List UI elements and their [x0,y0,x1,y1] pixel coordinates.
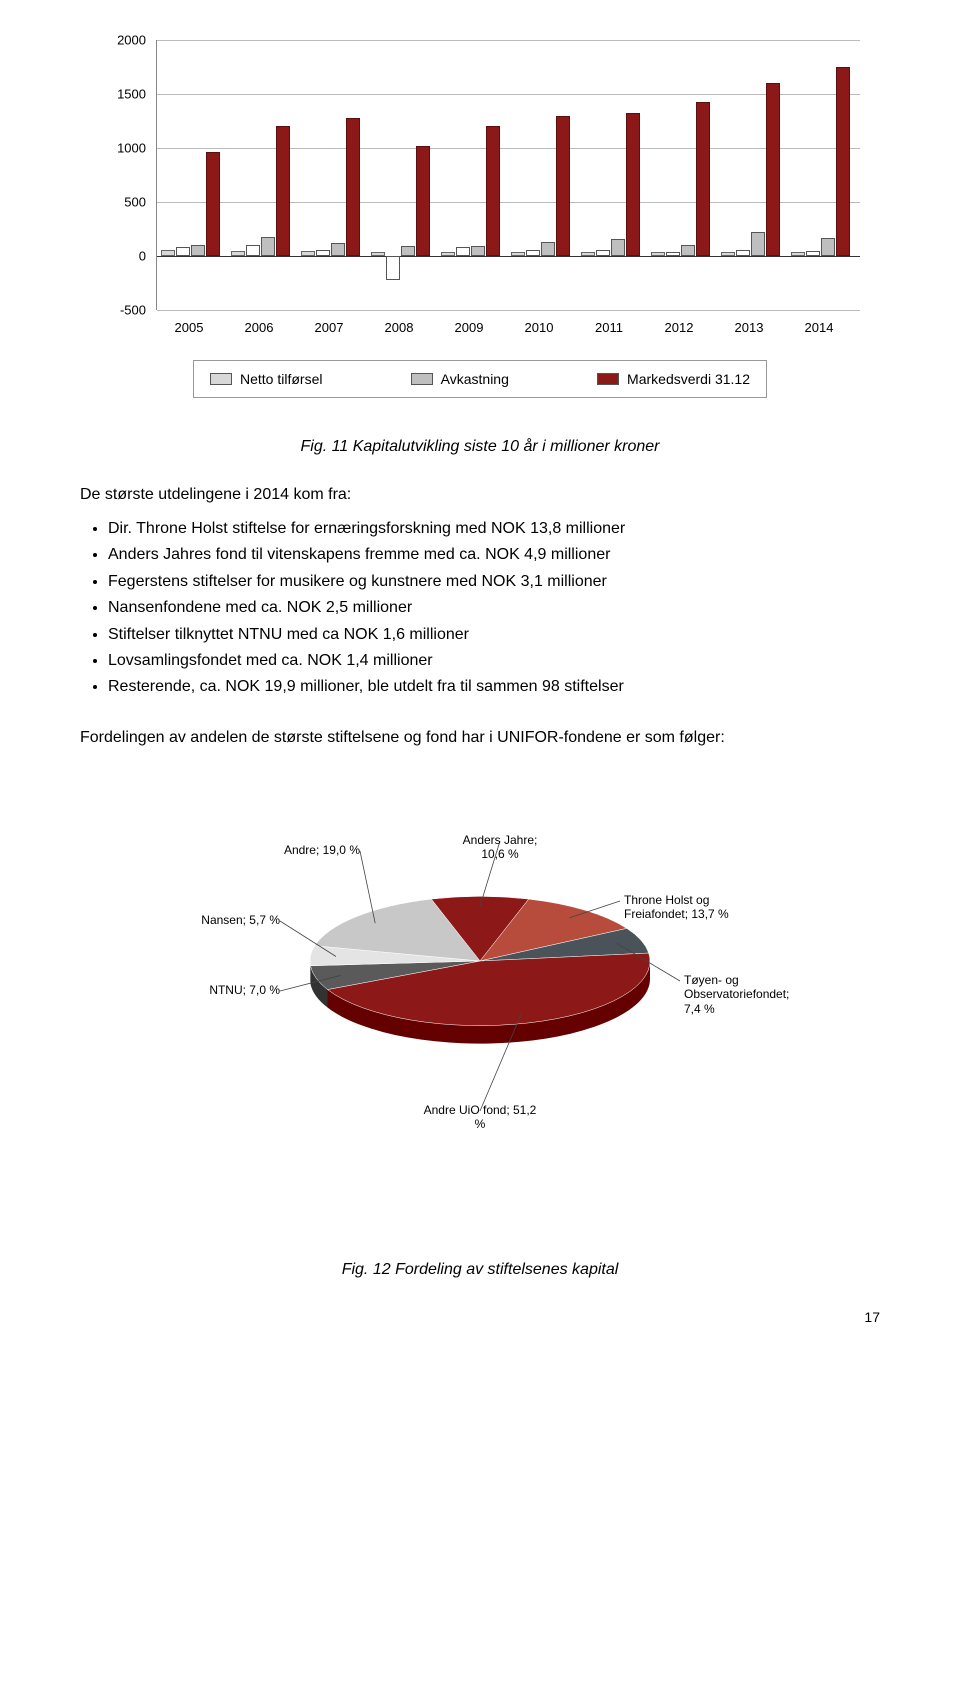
bar-chart: -5000500100015002000 2005200620072008200… [100,40,860,340]
bar [301,251,315,256]
y-tick-label: 1000 [117,141,146,156]
legend-item: Avkastning [411,371,509,387]
list-item: Lovsamlingsfondet med ca. NOK 1,4 millio… [108,650,880,672]
legend-item: Markedsverdi 31.12 [597,371,750,387]
bar [386,256,400,280]
page-number: 17 [80,1309,880,1325]
list-item: Anders Jahres fond til vitenskapens frem… [108,544,880,566]
x-tick-label: 2008 [364,320,434,335]
pie-slice-label: Throne Holst ogFreiafondet; 13,7 % [624,893,754,922]
bar [471,246,485,256]
bar [191,245,205,256]
bar [511,252,525,256]
bullet-list: Dir. Throne Holst stiftelse for ernæring… [80,518,880,699]
bar [721,252,735,256]
legend-label: Avkastning [441,371,509,387]
bar [486,126,500,256]
x-tick-label: 2006 [224,320,294,335]
bar-chart-plot [156,40,860,310]
pie-slice-label: Nansen; 5,7 % [150,913,280,927]
bar [176,247,190,256]
legend-swatch [597,373,619,385]
bar [276,126,290,256]
bar [541,242,555,256]
y-tick-label: -500 [120,303,146,318]
pie-chart: Anders Jahre;10,6 % Throne Holst ogFreiaf… [200,761,760,1221]
legend-label: Markedsverdi 31.12 [627,371,750,387]
x-tick-label: 2010 [504,320,574,335]
bar [246,245,260,256]
bar [581,252,595,256]
figure-caption: Fig. 11 Kapitalutvikling siste 10 år i m… [80,438,880,456]
bar [736,250,750,256]
x-tick-label: 2007 [294,320,364,335]
bar [371,252,385,256]
bar [331,243,345,256]
pie-slice-label: NTNU; 7,0 % [150,983,280,997]
bar [231,251,245,256]
bar [626,113,640,256]
paragraph: De største utdelingene i 2014 kom fra: [80,486,880,504]
bar [556,116,570,256]
bar [441,252,455,256]
list-item: Resterende, ca. NOK 19,9 millioner, ble … [108,676,880,698]
legend-item: Netto tilførsel [210,371,322,387]
bar [401,246,415,256]
y-tick-label: 2000 [117,33,146,48]
y-tick-label: 0 [139,249,146,264]
bar [821,238,835,256]
bar [791,252,805,256]
list-item: Stiftelser tilknyttet NTNU med ca NOK 1,… [108,624,880,646]
legend-label: Netto tilførsel [240,371,322,387]
legend-swatch [411,373,433,385]
legend-swatch [210,373,232,385]
pie-slice-label: Anders Jahre;10,6 % [435,833,565,862]
bar [316,250,330,256]
bar [651,252,665,256]
bar [666,252,680,256]
x-tick-label: 2009 [434,320,504,335]
pie-slice-label: Andre UiO fond; 51,2% [415,1103,545,1132]
pie-slice-label: Andre; 19,0 % [230,843,360,857]
list-item: Dir. Throne Holst stiftelse for ernæring… [108,518,880,540]
bar [456,247,470,256]
bar [346,118,360,256]
bar [416,146,430,256]
bar [681,245,695,256]
bar [526,250,540,256]
x-tick-label: 2013 [714,320,784,335]
bar [206,152,220,256]
bar [836,67,850,256]
bar [806,251,820,256]
bar [596,250,610,256]
y-tick-label: 1500 [117,87,146,102]
bar [766,83,780,256]
y-tick-label: 500 [124,195,146,210]
bar [611,239,625,256]
bar [161,250,175,256]
list-item: Nansenfondene med ca. NOK 2,5 millioner [108,597,880,619]
bar-chart-x-axis: 2005200620072008200920102011201220132014 [156,316,860,340]
x-tick-label: 2011 [574,320,644,335]
figure-caption: Fig. 12 Fordeling av stiftelsenes kapita… [80,1261,880,1279]
bar [696,102,710,256]
pie-slice-label: Tøyen- ogObservatoriefondet;7,4 % [684,973,814,1016]
x-tick-label: 2012 [644,320,714,335]
x-tick-label: 2014 [784,320,854,335]
bar [261,237,275,256]
bar-chart-legend: Netto tilførsel Avkastning Markedsverdi … [193,360,767,398]
x-tick-label: 2005 [154,320,224,335]
paragraph: Fordelingen av andelen de største stifte… [80,729,880,747]
bar [751,232,765,256]
list-item: Fegerstens stiftelser for musikere og ku… [108,571,880,593]
